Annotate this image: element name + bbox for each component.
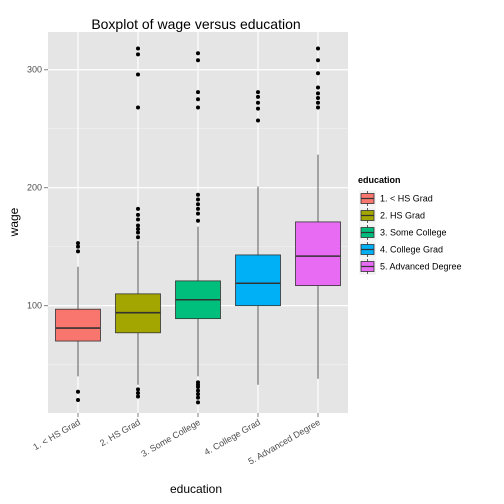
outlier-point xyxy=(136,235,140,240)
outlier-point xyxy=(196,105,200,110)
outlier-point xyxy=(196,197,200,202)
outlier-point xyxy=(76,244,80,249)
box-group xyxy=(295,46,341,379)
outlier-point xyxy=(136,52,140,57)
outlier-point xyxy=(316,71,320,76)
legend-label: 4. College Grad xyxy=(380,245,443,255)
legend-item: 1. < HS Grad xyxy=(358,189,433,208)
y-tick-label: 200 xyxy=(27,183,42,193)
outlier-point xyxy=(76,241,80,246)
outlier-point xyxy=(196,192,200,197)
legend-label: 2. HS Grad xyxy=(380,211,425,221)
x-axis-title: education xyxy=(170,482,222,496)
outlier-point xyxy=(136,217,140,222)
outlier-point xyxy=(136,394,140,399)
box-group xyxy=(115,46,161,399)
outlier-point xyxy=(136,46,140,51)
outlier-point xyxy=(136,387,140,392)
outlier-point xyxy=(316,96,320,101)
legend-label: 3. Some College xyxy=(380,228,447,238)
box-group xyxy=(175,51,221,405)
legend-item: 2. HS Grad xyxy=(358,206,425,225)
box-layer xyxy=(55,46,341,405)
outlier-point xyxy=(196,400,200,405)
outlier-point xyxy=(316,85,320,90)
outlier-point xyxy=(196,90,200,95)
outlier-point xyxy=(196,388,200,393)
box-iqr xyxy=(55,308,101,342)
outlier-point xyxy=(196,395,200,400)
outlier-point xyxy=(196,97,200,102)
outlier-point xyxy=(76,398,80,403)
legend-item: 5. Advanced Degree xyxy=(358,257,462,276)
outlier-point xyxy=(196,206,200,211)
y-axis-title: wage xyxy=(7,207,21,237)
outlier-point xyxy=(76,249,80,254)
outlier-point xyxy=(136,206,140,211)
outlier-point xyxy=(136,72,140,77)
box-group xyxy=(55,241,101,403)
outlier-point xyxy=(136,390,140,395)
outlier-point xyxy=(256,106,260,111)
chart-title: Boxplot of wage versus education xyxy=(91,16,300,32)
box-group xyxy=(235,90,281,385)
box-iqr xyxy=(235,254,281,307)
outlier-point xyxy=(316,46,320,51)
outlier-point xyxy=(136,223,140,228)
outlier-point xyxy=(136,230,140,235)
y-axis-ticks: 100 200 300 xyxy=(27,65,48,311)
legend-items: 1. < HS Grad 2. HS Grad 3. Some College 4. … xyxy=(358,189,462,276)
box-iqr xyxy=(295,221,341,287)
outlier-point xyxy=(256,118,260,123)
outlier-point xyxy=(196,58,200,63)
outlier-point xyxy=(136,212,140,217)
outlier-point xyxy=(196,211,200,216)
outlier-point xyxy=(136,105,140,110)
outlier-point xyxy=(196,218,200,223)
outlier-point xyxy=(316,58,320,63)
outlier-point xyxy=(196,392,200,397)
outlier-point xyxy=(76,389,80,394)
y-tick-label: 300 xyxy=(27,65,42,75)
legend: education 1. < HS Grad 2. HS Grad 3. Some … xyxy=(358,175,462,276)
y-tick-label: 100 xyxy=(27,301,42,311)
legend-item: 4. College Grad xyxy=(358,240,443,259)
outlier-point xyxy=(256,94,260,99)
legend-label: 1. < HS Grad xyxy=(380,194,433,204)
outlier-point xyxy=(316,91,320,96)
legend-label: 5. Advanced Degree xyxy=(380,262,462,272)
outlier-point xyxy=(196,51,200,56)
outlier-point xyxy=(316,100,320,105)
outlier-point xyxy=(196,202,200,207)
outlier-point xyxy=(256,90,260,95)
outlier-point xyxy=(196,380,200,385)
legend-title: education xyxy=(358,175,401,185)
outlier-point xyxy=(256,100,260,105)
outlier-point xyxy=(136,226,140,231)
outlier-point xyxy=(316,105,320,110)
